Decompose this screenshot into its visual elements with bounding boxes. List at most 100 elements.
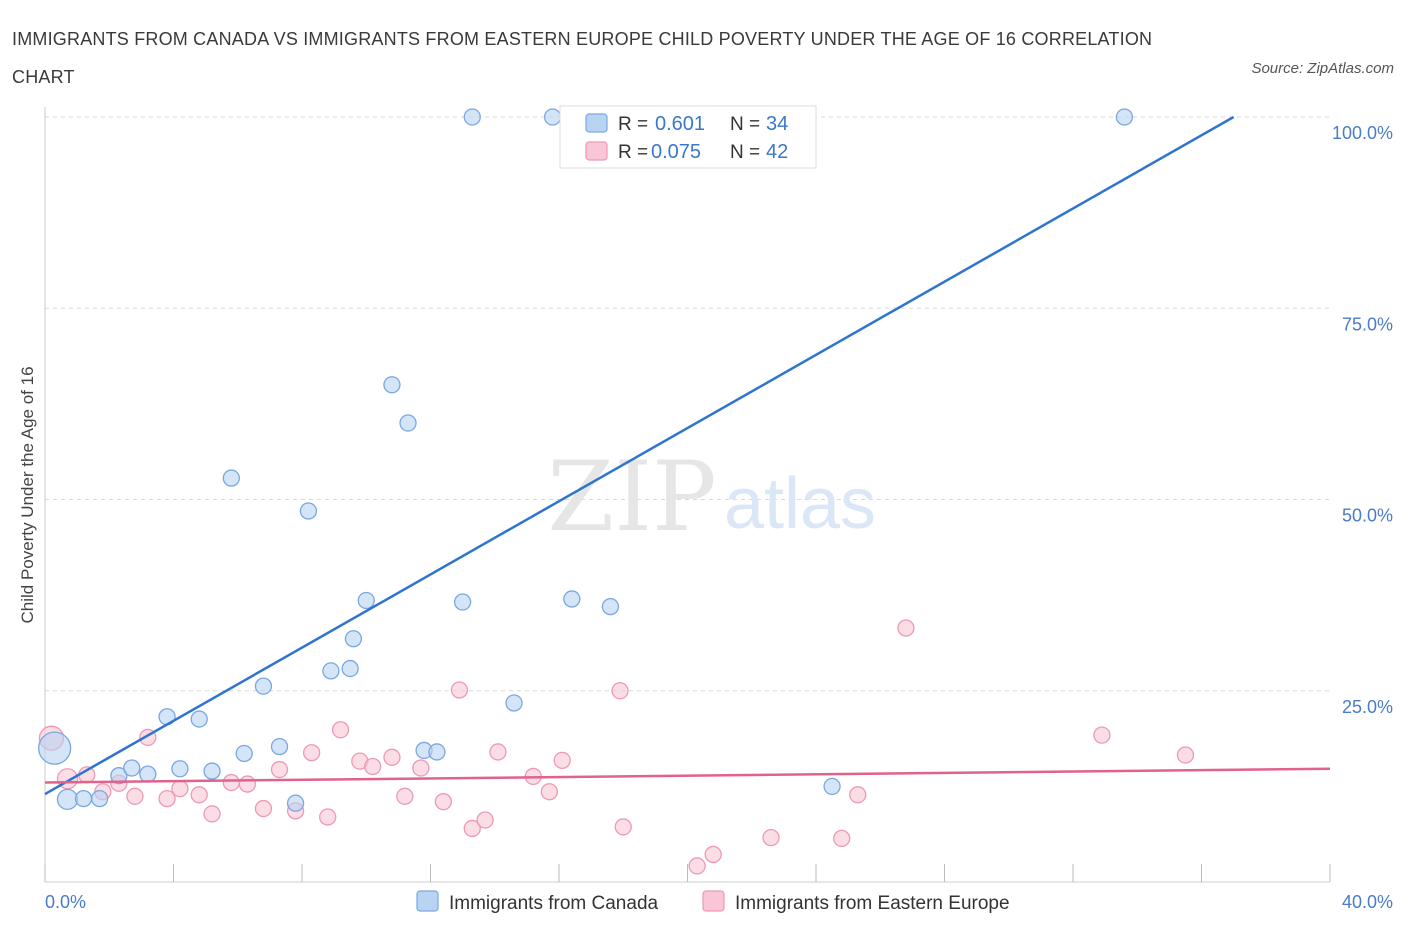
point-canada — [428, 743, 446, 761]
point-canada — [453, 593, 472, 611]
point-europe — [1093, 726, 1111, 744]
point-canada — [357, 591, 375, 610]
legend-swatch-canada — [585, 113, 608, 133]
point-europe — [897, 619, 915, 637]
point-europe — [489, 743, 507, 761]
x-tick-label: 0.0% — [45, 892, 86, 912]
gridlines — [45, 116, 1330, 692]
legend-r-label: R = — [618, 142, 648, 163]
point-canada — [823, 777, 841, 796]
point-canada — [90, 789, 109, 808]
point-canada — [601, 597, 620, 616]
point-canada — [139, 765, 157, 783]
x-tick-labels: 0.0% 40.0% — [45, 892, 1393, 912]
x-axis-ticks — [44, 864, 1331, 882]
trend-line-europe — [44, 767, 1331, 784]
legend-n-canada: 34 — [766, 113, 788, 135]
point-europe — [412, 759, 430, 777]
point-europe — [331, 721, 350, 739]
point-europe — [1176, 746, 1195, 764]
point-europe — [383, 748, 401, 766]
point-canada — [1115, 108, 1134, 126]
legend-swatch-europe — [702, 890, 725, 912]
point-europe — [540, 783, 559, 801]
point-canada — [222, 469, 240, 487]
watermark-zip: ZIP — [547, 441, 716, 553]
point-europe — [319, 808, 337, 826]
point-europe — [171, 780, 189, 798]
point-europe — [463, 819, 481, 838]
point-europe — [614, 818, 632, 836]
series-legend: Immigrants from Canada Immigrants from E… — [416, 890, 1010, 914]
point-canada — [505, 694, 523, 712]
point-europe — [190, 786, 208, 804]
y-tick-labels: 25.0% 50.0% 75.0% 100.0% — [1332, 123, 1393, 717]
point-canada — [270, 737, 289, 756]
point-canada — [190, 710, 208, 728]
point-canada — [37, 731, 72, 765]
watermark: ZIP atlas — [547, 441, 876, 553]
legend-swatch-europe — [585, 141, 608, 161]
watermark-atlas: atlas — [724, 464, 876, 544]
legend-n-europe: 42 — [766, 141, 788, 163]
point-europe — [238, 775, 257, 793]
x-tick-label: 40.0% — [1342, 892, 1393, 912]
point-europe — [364, 757, 382, 776]
point-canada — [203, 762, 221, 780]
point-canada — [171, 760, 189, 778]
legend-swatch-canada — [416, 890, 439, 912]
chart-source: Source: ZipAtlas.com — [1251, 60, 1394, 77]
correlation-legend: R = 0.601 N = 34 R = 0.075 N = 42 — [559, 105, 817, 169]
y-tick-label: 25.0% — [1342, 697, 1393, 717]
trend-lines — [44, 115, 1331, 796]
point-canada — [299, 502, 318, 520]
point-europe — [849, 786, 867, 804]
point-canada — [56, 788, 79, 811]
point-canada — [344, 630, 363, 648]
chart-title: IMMIGRANTS FROM CANADA VS IMMIGRANTS FRO… — [12, 29, 1153, 87]
trend-line-canada — [44, 115, 1235, 796]
y-tick-label: 50.0% — [1342, 506, 1393, 526]
series-eastern-europe-points — [38, 619, 1195, 875]
point-europe — [611, 682, 629, 700]
legend-n-label: N = — [730, 142, 760, 163]
point-canada — [563, 590, 581, 608]
point-europe — [553, 751, 571, 770]
point-europe — [688, 857, 706, 875]
point-canada — [383, 376, 401, 394]
point-europe — [704, 845, 722, 864]
point-europe — [222, 773, 240, 792]
point-europe — [833, 829, 851, 848]
point-canada — [74, 789, 93, 808]
legend-label-canada: Immigrants from Canada — [449, 893, 659, 914]
legend-r-canada: 0.601 — [655, 113, 705, 135]
point-europe — [476, 811, 494, 829]
legend-label-europe: Immigrants from Eastern Europe — [735, 893, 1010, 914]
point-canada — [286, 794, 305, 812]
y-tick-label: 75.0% — [1342, 314, 1393, 334]
point-canada — [235, 744, 253, 763]
legend-n-label: N = — [730, 114, 760, 135]
point-europe — [158, 789, 176, 808]
legend-r-europe: 0.075 — [651, 141, 701, 163]
point-canada — [322, 662, 340, 680]
point-europe — [762, 828, 780, 847]
point-europe — [450, 681, 469, 699]
point-europe — [270, 760, 289, 779]
point-europe — [434, 793, 453, 811]
point-europe — [126, 787, 144, 805]
point-canada — [341, 659, 359, 678]
point-canada — [543, 108, 562, 126]
point-europe — [254, 799, 273, 818]
point-canada — [110, 767, 128, 785]
point-canada — [254, 677, 273, 695]
point-canada — [123, 759, 141, 777]
point-europe — [396, 787, 414, 805]
y-tick-label: 100.0% — [1332, 123, 1393, 143]
point-europe — [302, 744, 321, 762]
point-canada — [463, 108, 481, 126]
legend-r-label: R = — [618, 114, 648, 135]
point-europe — [203, 805, 221, 823]
point-canada — [399, 414, 417, 432]
